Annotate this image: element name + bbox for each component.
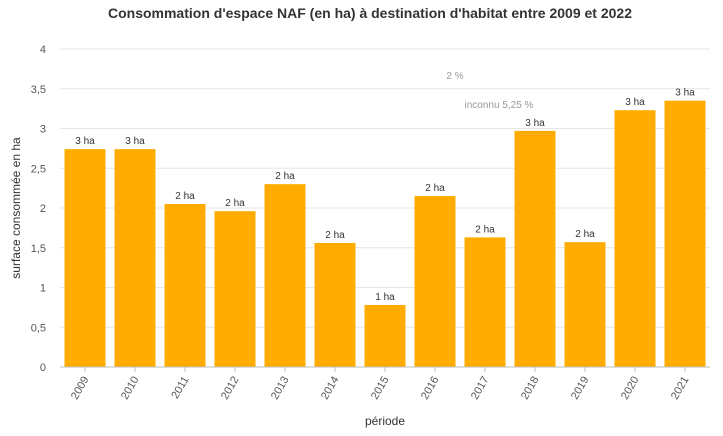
bar[interactable] [464, 237, 506, 367]
bars [64, 100, 706, 368]
bar[interactable] [514, 130, 556, 367]
x-axis-title: période [365, 414, 405, 428]
y-tick-label: 1,5 [31, 243, 46, 255]
x-tick-label: 2014 [319, 375, 342, 402]
data-label: 3 ha [75, 136, 95, 147]
data-label: 2 ha [325, 230, 345, 241]
data-label: 2 ha [175, 191, 195, 202]
x-tick-label: 2012 [219, 375, 242, 402]
bar[interactable] [364, 304, 406, 367]
annotation-label: 2 % [446, 71, 463, 82]
x-tick-label: 2015 [369, 375, 392, 402]
bar[interactable] [614, 110, 656, 367]
x-tick-label: 2018 [519, 375, 542, 402]
bar[interactable] [664, 100, 706, 368]
x-tick-label: 2011 [169, 375, 191, 401]
y-axis-title: surface consommée en ha [9, 137, 23, 279]
annotation-label: inconnu 5,25 % [465, 100, 534, 111]
data-label: 2 ha [475, 224, 495, 235]
x-tick-label: 2019 [569, 375, 592, 402]
x-tick-label: 2009 [69, 375, 92, 402]
data-label: 2 ha [575, 229, 595, 240]
x-tick-label: 2020 [619, 375, 642, 402]
data-labels: 3 ha 3 ha 2 ha 2 ha 2 ha 2 ha 1 ha 2 ha 2 ha 3 ha… [75, 88, 695, 303]
y-tick-label: 1 [40, 283, 46, 295]
data-label: 3 ha [525, 118, 545, 129]
bar[interactable] [164, 204, 206, 367]
x-axis-ticks: 2009 2010 2011 2012 2013 2014 2015 2016 2017 2018… [69, 367, 692, 402]
data-label: 3 ha [675, 88, 695, 99]
data-label: 2 ha [275, 171, 295, 182]
bar[interactable] [314, 242, 356, 367]
x-tick-label: 2016 [419, 375, 442, 402]
bar[interactable] [114, 149, 156, 367]
data-label: 3 ha [125, 136, 145, 147]
x-tick-label: 2010 [119, 375, 142, 402]
bar[interactable] [564, 242, 606, 367]
bar[interactable] [214, 211, 256, 367]
y-tick-label: 4 [40, 44, 46, 56]
data-label: 2 ha [425, 183, 445, 194]
bar[interactable] [64, 149, 106, 367]
x-tick-label: 2021 [669, 375, 692, 402]
y-tick-label: 2,5 [31, 163, 46, 175]
y-tick-label: 3 [40, 124, 46, 136]
x-tick-label: 2017 [469, 375, 492, 402]
y-tick-label: 3,5 [31, 84, 46, 96]
bar[interactable] [414, 196, 456, 367]
chart-title: Consommation d'espace NAF (en ha) à dest… [108, 5, 632, 21]
data-label: 2 ha [225, 198, 245, 209]
y-tick-label: 0,5 [31, 322, 46, 334]
x-tick-label: 2013 [269, 375, 292, 402]
y-axis-ticks: 0 0,5 1 1,5 2 2,5 3 3,5 4 [31, 44, 46, 374]
bar[interactable] [264, 184, 306, 367]
annotations: 2 % inconnu 5,25 % [446, 71, 533, 111]
data-label: 3 ha [625, 97, 645, 108]
y-tick-label: 0 [40, 362, 46, 374]
y-tick-label: 2 [40, 203, 46, 215]
data-label: 1 ha [375, 292, 395, 303]
